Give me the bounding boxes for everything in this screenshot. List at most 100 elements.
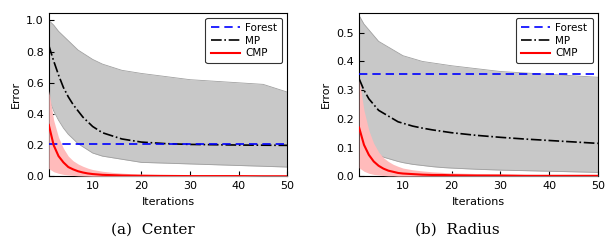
CMP bbox=[370, 160, 378, 163]
Line: MP: MP bbox=[359, 79, 598, 143]
MP bbox=[70, 103, 77, 106]
MP bbox=[375, 109, 382, 112]
CMP bbox=[211, 175, 218, 178]
CMP bbox=[74, 170, 82, 173]
CMP bbox=[428, 173, 436, 176]
MP bbox=[395, 120, 402, 123]
CMP bbox=[380, 167, 387, 170]
MP bbox=[45, 44, 52, 47]
Line: MP: MP bbox=[49, 45, 287, 145]
MP bbox=[99, 131, 106, 134]
CMP bbox=[395, 171, 402, 174]
MP bbox=[545, 139, 553, 142]
MP bbox=[497, 136, 504, 139]
MP bbox=[162, 142, 170, 145]
MP bbox=[448, 131, 455, 134]
MP bbox=[235, 144, 242, 147]
Forest bbox=[351, 73, 358, 76]
MP bbox=[438, 130, 445, 133]
Line: CMP: CMP bbox=[49, 125, 287, 176]
Forest bbox=[40, 143, 48, 146]
CMP bbox=[55, 155, 62, 158]
CMP bbox=[109, 174, 116, 177]
MP bbox=[284, 144, 291, 147]
MP bbox=[521, 138, 528, 141]
CMP bbox=[65, 166, 72, 169]
MP bbox=[409, 124, 417, 128]
MP bbox=[570, 140, 577, 143]
Forest bbox=[356, 73, 363, 76]
Line: CMP: CMP bbox=[359, 128, 598, 176]
MP bbox=[356, 77, 363, 80]
CMP bbox=[545, 174, 553, 177]
MP bbox=[385, 115, 392, 118]
Legend: Forest, MP, CMP: Forest, MP, CMP bbox=[206, 18, 282, 64]
MP bbox=[128, 139, 135, 142]
CMP bbox=[497, 174, 504, 177]
MP bbox=[472, 134, 479, 137]
CMP bbox=[570, 174, 577, 177]
MP bbox=[211, 143, 218, 146]
MP bbox=[390, 117, 397, 120]
X-axis label: Iterations: Iterations bbox=[142, 197, 195, 207]
CMP bbox=[259, 175, 267, 178]
Text: (b)  Radius: (b) Radius bbox=[415, 223, 500, 237]
MP bbox=[74, 109, 82, 112]
X-axis label: Iterations: Iterations bbox=[452, 197, 505, 207]
CMP bbox=[50, 144, 57, 147]
CMP bbox=[79, 171, 87, 174]
CMP bbox=[390, 170, 397, 173]
CMP bbox=[448, 174, 455, 177]
CMP bbox=[99, 173, 106, 176]
MP bbox=[187, 143, 194, 146]
CMP bbox=[70, 168, 77, 171]
CMP bbox=[438, 173, 445, 176]
MP bbox=[259, 144, 267, 147]
MP bbox=[361, 89, 368, 92]
CMP bbox=[356, 126, 363, 129]
CMP bbox=[84, 172, 92, 175]
CMP bbox=[400, 172, 407, 175]
MP bbox=[419, 127, 426, 130]
CMP bbox=[375, 164, 382, 167]
CMP bbox=[45, 123, 52, 127]
MP bbox=[400, 122, 407, 125]
MP bbox=[370, 103, 378, 106]
CMP bbox=[187, 175, 194, 178]
CMP bbox=[162, 174, 170, 177]
MP bbox=[138, 141, 145, 144]
MP bbox=[79, 116, 87, 119]
Text: (a)  Center: (a) Center bbox=[110, 223, 195, 237]
MP bbox=[594, 142, 601, 145]
CMP bbox=[594, 174, 601, 177]
MP bbox=[109, 134, 116, 137]
MP bbox=[65, 95, 72, 98]
CMP bbox=[365, 153, 373, 156]
MP bbox=[89, 125, 96, 128]
Y-axis label: Error: Error bbox=[321, 81, 331, 108]
CMP bbox=[128, 174, 135, 177]
MP bbox=[428, 128, 436, 131]
CMP bbox=[472, 174, 479, 177]
CMP bbox=[284, 175, 291, 178]
CMP bbox=[138, 174, 145, 177]
CMP bbox=[361, 143, 368, 146]
CMP bbox=[89, 173, 96, 176]
Y-axis label: Error: Error bbox=[10, 81, 21, 108]
MP bbox=[118, 137, 126, 140]
MP bbox=[380, 112, 387, 115]
CMP bbox=[521, 174, 528, 177]
MP bbox=[84, 120, 92, 123]
MP bbox=[60, 86, 67, 89]
CMP bbox=[385, 169, 392, 172]
CMP bbox=[235, 175, 242, 178]
Forest bbox=[45, 143, 52, 146]
MP bbox=[55, 74, 62, 77]
MP bbox=[365, 97, 373, 100]
CMP bbox=[60, 161, 67, 164]
Legend: Forest, MP, CMP: Forest, MP, CMP bbox=[516, 18, 592, 64]
CMP bbox=[409, 173, 417, 176]
CMP bbox=[118, 174, 126, 177]
MP bbox=[50, 59, 57, 62]
CMP bbox=[419, 173, 426, 176]
